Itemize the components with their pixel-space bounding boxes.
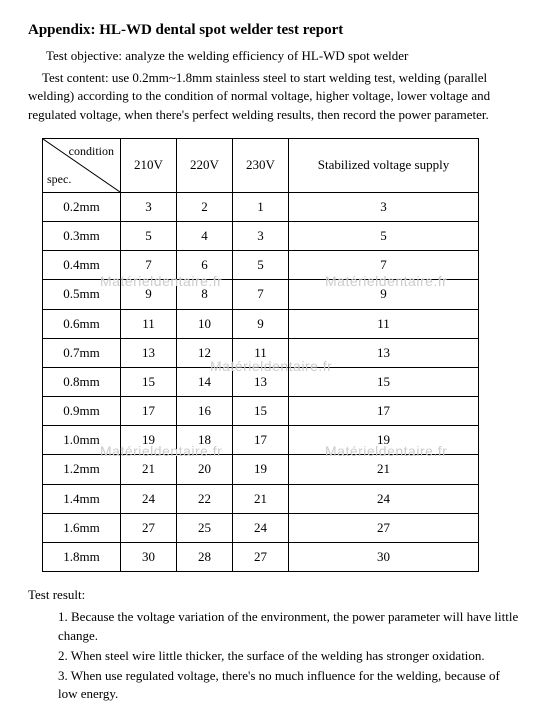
value-cell: 22 (177, 484, 233, 513)
result-title: Test result: (28, 586, 522, 604)
value-cell: 10 (177, 309, 233, 338)
spec-cell: 0.4mm (43, 251, 121, 280)
value-cell: 3 (233, 221, 289, 250)
value-cell: 9 (233, 309, 289, 338)
value-cell: 21 (289, 455, 479, 484)
value-cell: 21 (121, 455, 177, 484)
table-row: 0.7mm13121113 (43, 338, 479, 367)
spec-cell: 0.3mm (43, 221, 121, 250)
value-cell: 11 (289, 309, 479, 338)
spec-cell: 0.7mm (43, 338, 121, 367)
value-cell: 27 (121, 513, 177, 542)
value-cell: 1 (233, 192, 289, 221)
result-2: 2. When steel wire little thicker, the s… (58, 647, 522, 665)
value-cell: 27 (289, 513, 479, 542)
value-cell: 25 (177, 513, 233, 542)
spec-cell: 1.8mm (43, 543, 121, 572)
value-cell: 24 (233, 513, 289, 542)
spec-cell: 0.9mm (43, 397, 121, 426)
test-objective: Test objective: analyze the welding effi… (28, 47, 522, 65)
spec-cell: 1.0mm (43, 426, 121, 455)
value-cell: 12 (177, 338, 233, 367)
table-row: 0.8mm15141315 (43, 367, 479, 396)
table-row: 1.0mm19181719 (43, 426, 479, 455)
value-cell: 6 (177, 251, 233, 280)
value-cell: 30 (289, 543, 479, 572)
spec-cell: 0.5mm (43, 280, 121, 309)
value-cell: 3 (289, 192, 479, 221)
value-cell: 13 (233, 367, 289, 396)
value-cell: 16 (177, 397, 233, 426)
value-cell: 27 (233, 543, 289, 572)
spec-cell: 1.4mm (43, 484, 121, 513)
table-row: 0.2mm3213 (43, 192, 479, 221)
value-cell: 17 (233, 426, 289, 455)
table-row: 0.9mm17161517 (43, 397, 479, 426)
table-row: 1.8mm30282730 (43, 543, 479, 572)
spec-cell: 1.6mm (43, 513, 121, 542)
value-cell: 30 (121, 543, 177, 572)
data-table: condition spec. 210V 220V 230V Stabilize… (42, 138, 479, 572)
value-cell: 17 (121, 397, 177, 426)
value-cell: 11 (121, 309, 177, 338)
spec-cell: 0.6mm (43, 309, 121, 338)
value-cell: 13 (121, 338, 177, 367)
value-cell: 9 (289, 280, 479, 309)
table-row: 1.2mm21201921 (43, 455, 479, 484)
value-cell: 15 (289, 367, 479, 396)
value-cell: 15 (233, 397, 289, 426)
value-cell: 20 (177, 455, 233, 484)
value-cell: 5 (233, 251, 289, 280)
value-cell: 5 (121, 221, 177, 250)
col-230v: 230V (233, 138, 289, 192)
result-1: 1. Because the voltage variation of the … (58, 608, 522, 644)
appendix-title: Appendix: HL-WD dental spot welder test … (28, 20, 522, 41)
spec-cell: 1.2mm (43, 455, 121, 484)
value-cell: 8 (177, 280, 233, 309)
table-row: 0.6mm1110911 (43, 309, 479, 338)
value-cell: 19 (121, 426, 177, 455)
diag-top-label: condition (69, 143, 114, 160)
table-row: 1.6mm27252427 (43, 513, 479, 542)
value-cell: 21 (233, 484, 289, 513)
value-cell: 9 (121, 280, 177, 309)
value-cell: 7 (289, 251, 479, 280)
table-row: 0.5mm9879 (43, 280, 479, 309)
value-cell: 24 (289, 484, 479, 513)
value-cell: 28 (177, 543, 233, 572)
table-body: 0.2mm32130.3mm54350.4mm76570.5mm98790.6m… (43, 192, 479, 571)
table-row: 0.4mm7657 (43, 251, 479, 280)
value-cell: 3 (121, 192, 177, 221)
diag-bottom-label: spec. (47, 171, 71, 188)
value-cell: 19 (289, 426, 479, 455)
col-210v: 210V (121, 138, 177, 192)
value-cell: 15 (121, 367, 177, 396)
value-cell: 14 (177, 367, 233, 396)
table-row: 1.4mm24222124 (43, 484, 479, 513)
value-cell: 4 (177, 221, 233, 250)
col-stabilized: Stabilized voltage supply (289, 138, 479, 192)
value-cell: 13 (289, 338, 479, 367)
test-content: Test content: use 0.2mm~1.8mm stainless … (28, 69, 522, 124)
diagonal-header: condition spec. (43, 138, 121, 192)
spec-cell: 0.2mm (43, 192, 121, 221)
value-cell: 18 (177, 426, 233, 455)
value-cell: 5 (289, 221, 479, 250)
value-cell: 7 (121, 251, 177, 280)
spec-cell: 0.8mm (43, 367, 121, 396)
value-cell: 24 (121, 484, 177, 513)
value-cell: 11 (233, 338, 289, 367)
value-cell: 7 (233, 280, 289, 309)
value-cell: 17 (289, 397, 479, 426)
table-row: 0.3mm5435 (43, 221, 479, 250)
col-220v: 220V (177, 138, 233, 192)
value-cell: 19 (233, 455, 289, 484)
value-cell: 2 (177, 192, 233, 221)
result-3: 3. When use regulated voltage, there's n… (58, 667, 522, 703)
